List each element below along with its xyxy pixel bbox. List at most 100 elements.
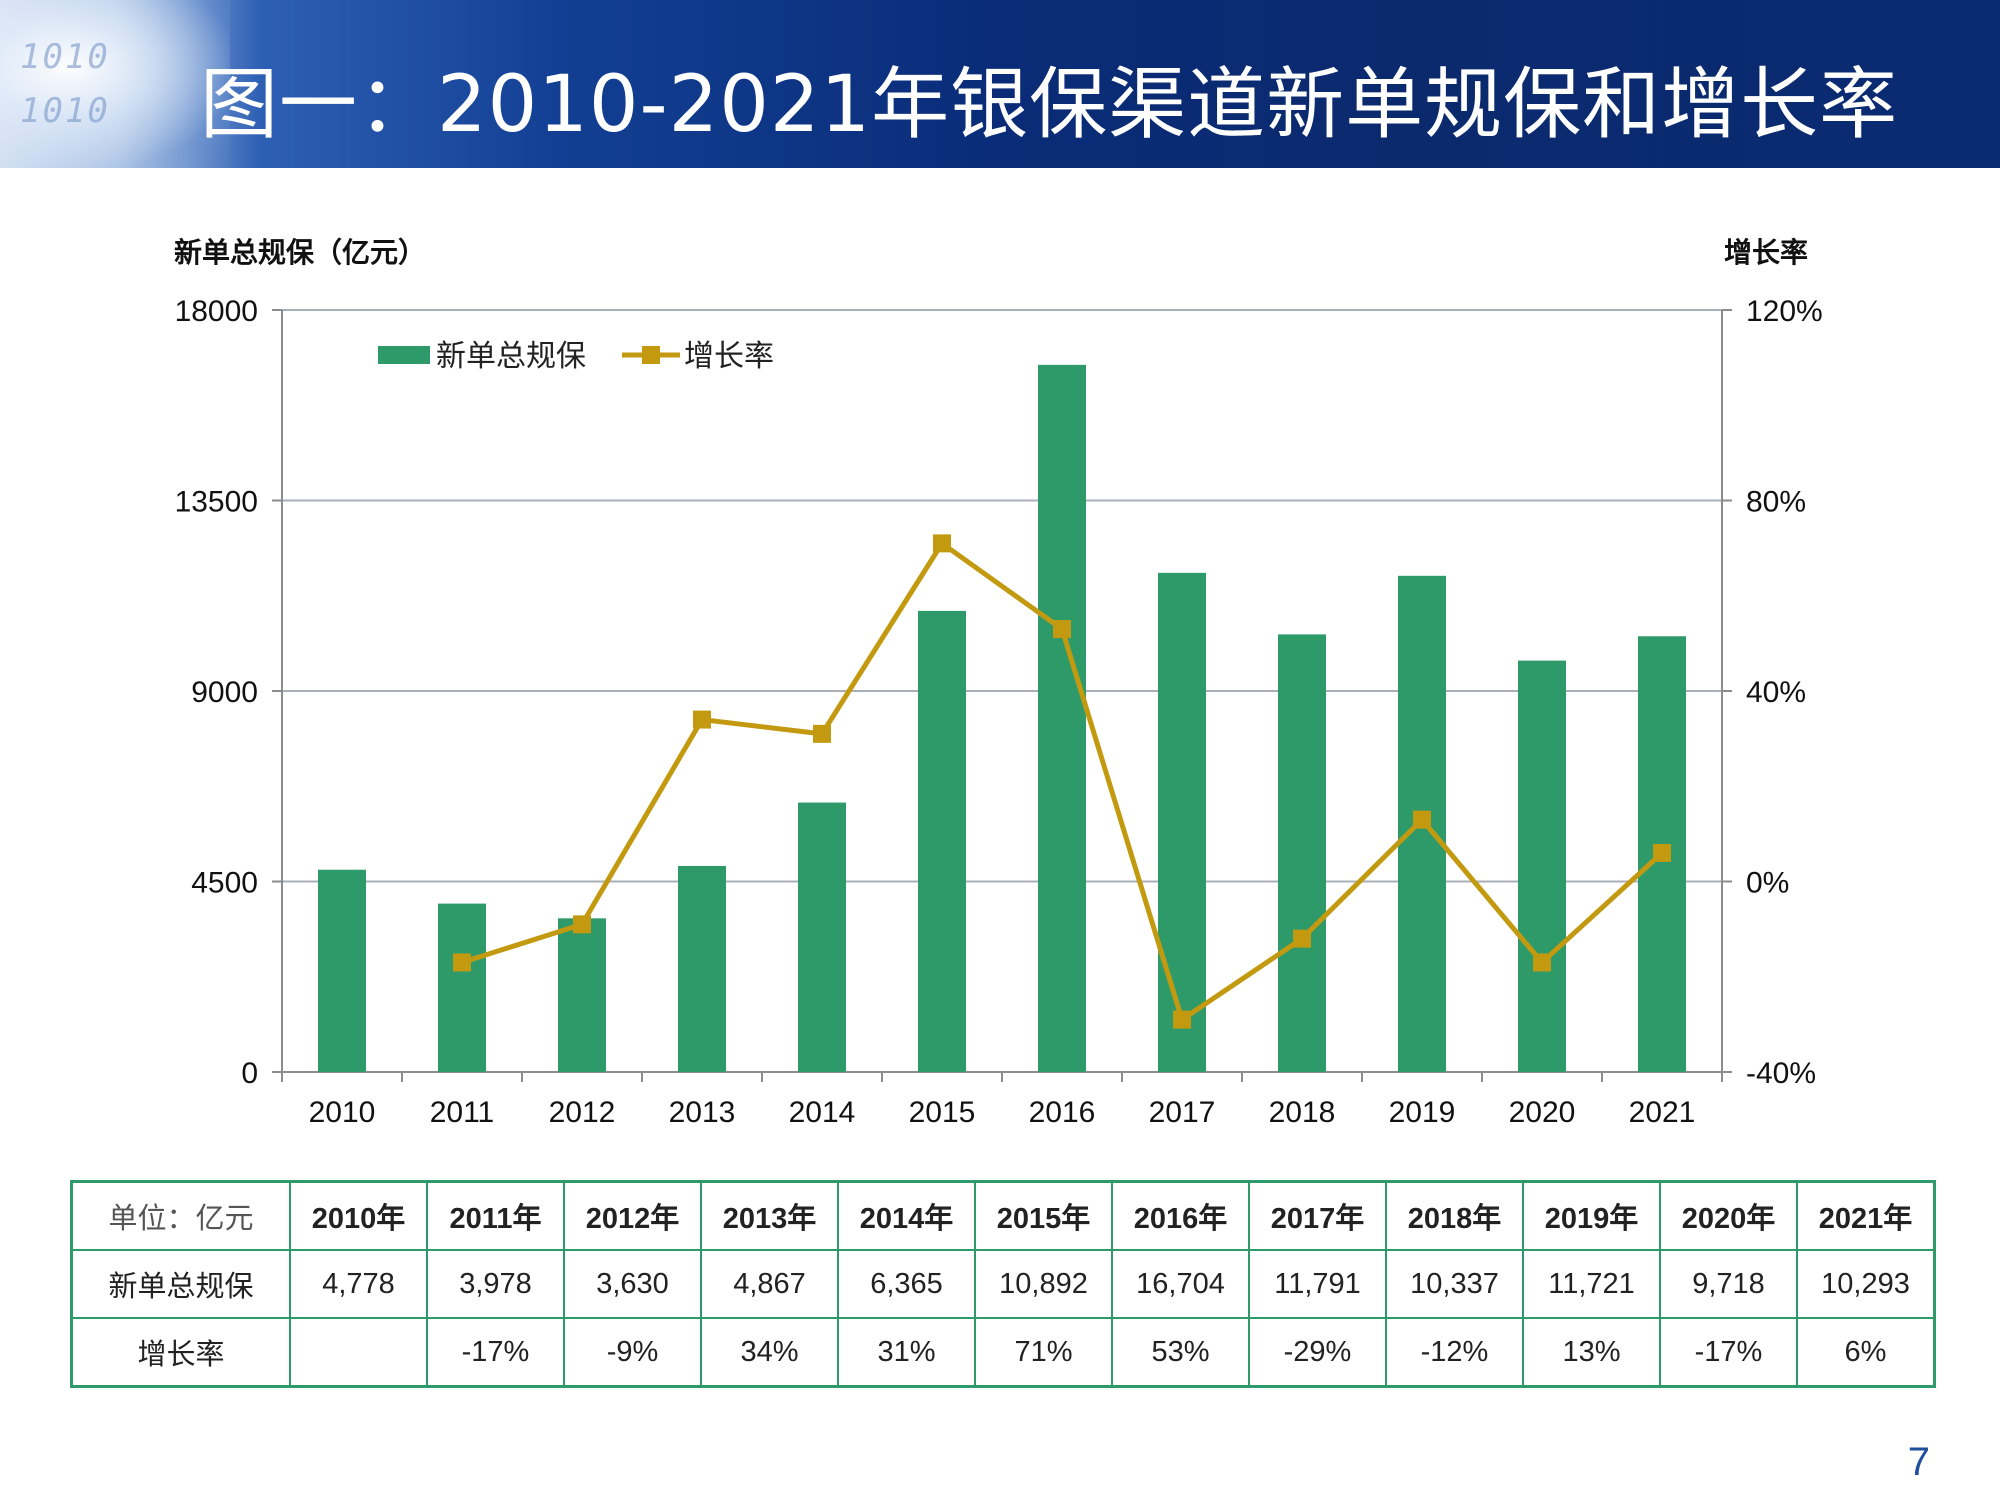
bar [1158, 572, 1206, 1072]
table-cell: -17% [426, 1317, 565, 1388]
x-axis-tick-label: 2015 [909, 1096, 976, 1129]
table-year-cell: 2011年 [426, 1180, 565, 1251]
table-year-cell: 2015年 [974, 1180, 1113, 1251]
table-cell: 6,365 [837, 1249, 976, 1319]
right-axis-tick-label: 40% [1746, 676, 1806, 709]
x-axis-tick-label: 2018 [1269, 1096, 1336, 1129]
bar [1518, 660, 1566, 1072]
bar [798, 802, 846, 1072]
right-axis-tick-label: 80% [1746, 486, 1806, 519]
x-axis-tick-label: 2020 [1509, 1096, 1576, 1129]
table-cell [289, 1317, 428, 1388]
table-year-cell: 2021年 [1796, 1180, 1936, 1251]
header-deco-line: 1010 [20, 37, 110, 77]
table-cell: 11,791 [1248, 1249, 1387, 1319]
x-axis-tick-label: 2013 [669, 1096, 736, 1129]
right-axis-tick-label: 120% [1746, 295, 1823, 328]
x-axis-tick-label: 2010 [309, 1096, 376, 1129]
table-cell: 31% [837, 1317, 976, 1388]
growth-marker [453, 953, 471, 972]
left-axis-tick-label: 18000 [175, 295, 258, 328]
growth-marker [573, 915, 591, 934]
bar [318, 869, 366, 1072]
table-year-cell: 2014年 [837, 1180, 976, 1251]
table-year-cell: 2018年 [1385, 1180, 1524, 1251]
bar [1038, 364, 1086, 1072]
table-cell: 11,721 [1522, 1249, 1661, 1319]
growth-marker [1413, 810, 1431, 829]
legend-line-label: 增长率 [684, 339, 774, 374]
table-cell: -12% [1385, 1317, 1524, 1388]
table-cell: 16,704 [1111, 1249, 1250, 1319]
table-cell: 3,978 [426, 1249, 565, 1319]
table-cell: 13% [1522, 1317, 1661, 1388]
table-cell: 53% [1111, 1317, 1250, 1388]
slide-header: 1010 1010 图一：2010-2021年银保渠道新单规保和增长率 [0, 0, 2000, 168]
growth-marker [1533, 953, 1551, 972]
left-axis-tick-label: 4500 [191, 867, 258, 900]
table-year-cell: 2013年 [700, 1180, 839, 1251]
table-cell: -29% [1248, 1317, 1387, 1388]
x-axis-tick-label: 2017 [1149, 1096, 1216, 1129]
right-axis-tick-label: 0% [1746, 867, 1789, 900]
bar [918, 610, 966, 1072]
x-axis-tick-label: 2012 [549, 1096, 616, 1129]
table-row-growth: 增长率 -17% -9% 34% 31% 71% 53% -29% -12% 1… [70, 1317, 1936, 1388]
table-row-premium: 新单总规保 4,778 3,978 3,630 4,867 6,365 10,8… [70, 1249, 1936, 1319]
bar [438, 903, 486, 1072]
bar-line-chart: 0 4500 9000 13500 18000 -40% 0% 40% 80% 120% 新单总规保… [174, 236, 1823, 1129]
header-deco-line: 1010 [20, 91, 110, 131]
x-axis-tick-label: 2014 [789, 1096, 856, 1129]
table-cell: 71% [974, 1317, 1113, 1388]
growth-marker [1173, 1010, 1191, 1029]
table-cell: 10,892 [974, 1249, 1113, 1319]
growth-marker [693, 710, 711, 729]
table-year-cell: 2010年 [289, 1180, 428, 1251]
x-axis-tick-label: 2021 [1629, 1096, 1696, 1129]
bar [1278, 634, 1326, 1072]
left-axis-tick-label: 0 [241, 1057, 258, 1090]
data-table: 单位：亿元 2010年 2011年 2012年 2013年 2014年 2015… [70, 1180, 1936, 1388]
x-axis-tick-label: 2016 [1029, 1096, 1096, 1129]
table-year-cell: 2020年 [1659, 1180, 1798, 1251]
header-decoration [0, 0, 230, 168]
growth-marker [933, 534, 951, 553]
table-cell: 9,718 [1659, 1249, 1798, 1319]
growth-marker [1653, 843, 1671, 862]
bar [558, 918, 606, 1072]
table-cell: 6% [1796, 1317, 1936, 1388]
table-row-label: 新单总规保 [70, 1249, 291, 1319]
table-unit-label: 单位：亿元 [70, 1180, 291, 1251]
table-year-cell: 2019年 [1522, 1180, 1661, 1251]
table-year-cell: 2016年 [1111, 1180, 1250, 1251]
legend-line-marker [642, 346, 660, 364]
left-axis-tick-label: 13500 [175, 486, 258, 519]
legend-bar-label: 新单总规保 [436, 339, 586, 374]
x-axis-tick-label: 2011 [430, 1096, 495, 1129]
table-cell: -9% [563, 1317, 702, 1388]
table-cell: 34% [700, 1317, 839, 1388]
left-axis-title: 新单总规保（亿元） [174, 236, 426, 269]
growth-marker [1053, 620, 1071, 639]
table-cell: 10,337 [1385, 1249, 1524, 1319]
legend-bar-swatch [378, 346, 430, 364]
table-cell: 10,293 [1796, 1249, 1936, 1319]
table-header-row: 单位：亿元 2010年 2011年 2012年 2013年 2014年 2015… [70, 1180, 1936, 1251]
left-axis-tick-label: 9000 [191, 676, 258, 709]
page-number: 7 [1907, 1440, 1930, 1484]
table-year-cell: 2012年 [563, 1180, 702, 1251]
table-row-label: 增长率 [70, 1317, 291, 1388]
table-cell: 3,630 [563, 1249, 702, 1319]
bar [678, 865, 726, 1072]
growth-marker [1293, 929, 1311, 948]
right-axis-tick-label: -40% [1746, 1057, 1816, 1090]
x-axis-tick-label: 2019 [1389, 1096, 1456, 1129]
table-cell: -17% [1659, 1317, 1798, 1388]
table-cell: 4,778 [289, 1249, 428, 1319]
slide-title: 图一：2010-2021年银保渠道新单规保和增长率 [200, 60, 1899, 150]
right-axis-title: 增长率 [1724, 236, 1808, 269]
table-year-cell: 2017年 [1248, 1180, 1387, 1251]
growth-marker [813, 724, 831, 743]
table-cell: 4,867 [700, 1249, 839, 1319]
header-deco-text: 1010 1010 [20, 30, 110, 138]
